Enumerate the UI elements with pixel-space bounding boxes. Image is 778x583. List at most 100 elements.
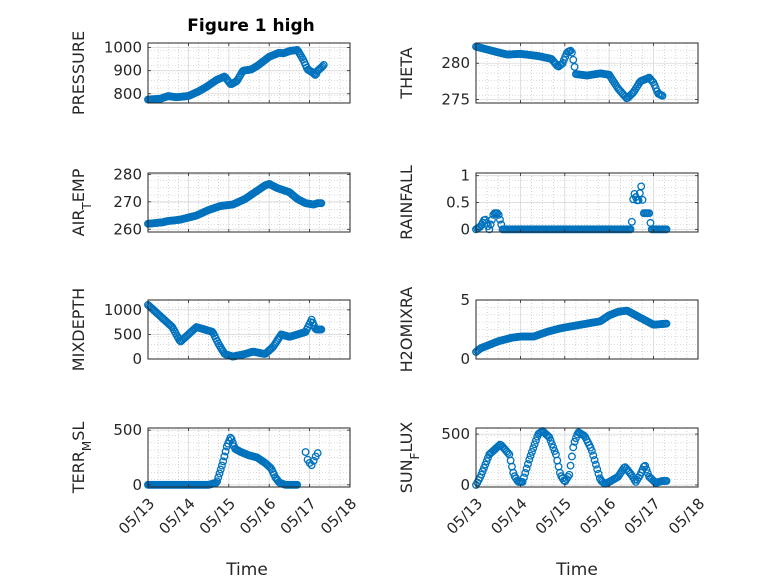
y-axis-label: MIXDEPTH — [69, 288, 88, 371]
data-point — [645, 209, 654, 218]
subplot-rainfall: 0 0.5 1 RAINFALL — [397, 165, 699, 240]
data-point — [662, 319, 671, 328]
data-point — [550, 447, 559, 455]
data-point — [529, 444, 538, 453]
data-point — [546, 436, 555, 445]
y-tick-label: 900 — [113, 62, 142, 80]
y-tick-label: 0 — [460, 476, 470, 494]
data-point — [485, 225, 494, 234]
y-tick-label: 500 — [441, 425, 470, 443]
data-point — [566, 46, 575, 55]
data-point — [627, 217, 636, 226]
data-point — [494, 210, 503, 219]
data-point — [216, 465, 225, 474]
data-point — [214, 473, 223, 482]
data-point — [569, 55, 578, 64]
data-point — [313, 449, 322, 458]
axes-frame — [147, 427, 351, 488]
data-point — [301, 448, 310, 456]
y-tick-label: 0 — [460, 220, 470, 238]
data-point — [309, 456, 318, 465]
data-point — [305, 459, 314, 467]
y-tick-label: 500 — [113, 421, 142, 439]
data-point — [213, 477, 222, 486]
y-axis-label: THETA — [397, 47, 416, 99]
subplot-h2omixra: 0 5 H2OMIXRA — [397, 287, 699, 373]
y-tick-label: 260 — [113, 220, 142, 238]
y-tick-label: 280 — [113, 165, 142, 183]
data-point — [311, 71, 320, 79]
subplot-air-temp: 260 270 280 AIRTEMP — [69, 165, 351, 238]
data-point — [486, 220, 495, 229]
y-tick-label: 800 — [113, 85, 142, 103]
data-point — [293, 480, 302, 489]
y-tick-label: 1000 — [104, 39, 142, 57]
y-tick-label: 0 — [460, 350, 470, 368]
data-point — [593, 465, 602, 474]
data-point — [590, 456, 599, 464]
axes-frame — [475, 427, 699, 488]
data-point — [658, 91, 667, 100]
data-point — [545, 433, 554, 442]
data-point — [308, 68, 317, 77]
data-point — [175, 336, 184, 345]
y-axis-label: SUNFLUX — [397, 422, 422, 494]
data-point — [526, 451, 535, 460]
x-axis-label: Time — [555, 560, 598, 580]
y-tick-label: 270 — [113, 193, 142, 211]
data-point — [637, 182, 646, 191]
data-point — [527, 447, 536, 456]
y-tick-label: 275 — [441, 90, 470, 108]
data-point — [567, 48, 576, 57]
data-point — [523, 460, 532, 468]
data-point — [626, 225, 635, 234]
data-point — [317, 199, 326, 208]
data-point — [219, 457, 228, 466]
data-point — [531, 436, 540, 445]
axes-frame — [147, 172, 351, 233]
data-point — [642, 465, 651, 474]
data-point — [525, 455, 534, 464]
data-point — [594, 469, 603, 478]
data-point — [569, 443, 578, 452]
axes-frame — [475, 42, 699, 104]
data-point — [570, 437, 579, 446]
y-axis-label: H2OMIXRA — [397, 287, 416, 373]
y-tick-label: 0.5 — [446, 194, 470, 212]
data-point — [662, 225, 671, 234]
subplot-pressure: 800 900 1000 PRESSURE — [69, 31, 351, 115]
data-point — [488, 215, 496, 224]
data-point — [567, 452, 576, 461]
data-point — [565, 470, 574, 479]
data-point — [318, 62, 327, 71]
data-point — [496, 215, 504, 224]
x-axis-label: Time — [225, 560, 268, 580]
axes-frame — [475, 299, 699, 360]
data-point — [317, 325, 326, 334]
data-point — [266, 463, 275, 472]
data-point — [319, 60, 328, 69]
data-point — [227, 435, 236, 444]
y-tick-label: 5 — [460, 291, 470, 309]
y-axis-label: RAINFALL — [397, 165, 416, 240]
data-point — [587, 446, 596, 455]
data-point — [518, 477, 527, 486]
axes-frame — [147, 299, 351, 360]
data-point — [549, 443, 558, 452]
y-tick-label: 0 — [132, 476, 142, 494]
data-point — [662, 476, 671, 485]
data-point — [307, 461, 316, 470]
data-point — [522, 464, 531, 473]
data-point — [220, 452, 229, 461]
data-point — [547, 440, 556, 449]
y-tick-label: 1 — [460, 167, 470, 185]
data-point — [641, 461, 650, 470]
subplot-mixdepth: 0 500 1000 MIXDEPTH — [69, 288, 351, 371]
y-tick-label: 280 — [441, 54, 470, 72]
data-point — [493, 209, 502, 218]
data-point — [591, 460, 600, 469]
y-tick-label: 1000 — [104, 301, 142, 319]
data-point — [589, 451, 598, 460]
